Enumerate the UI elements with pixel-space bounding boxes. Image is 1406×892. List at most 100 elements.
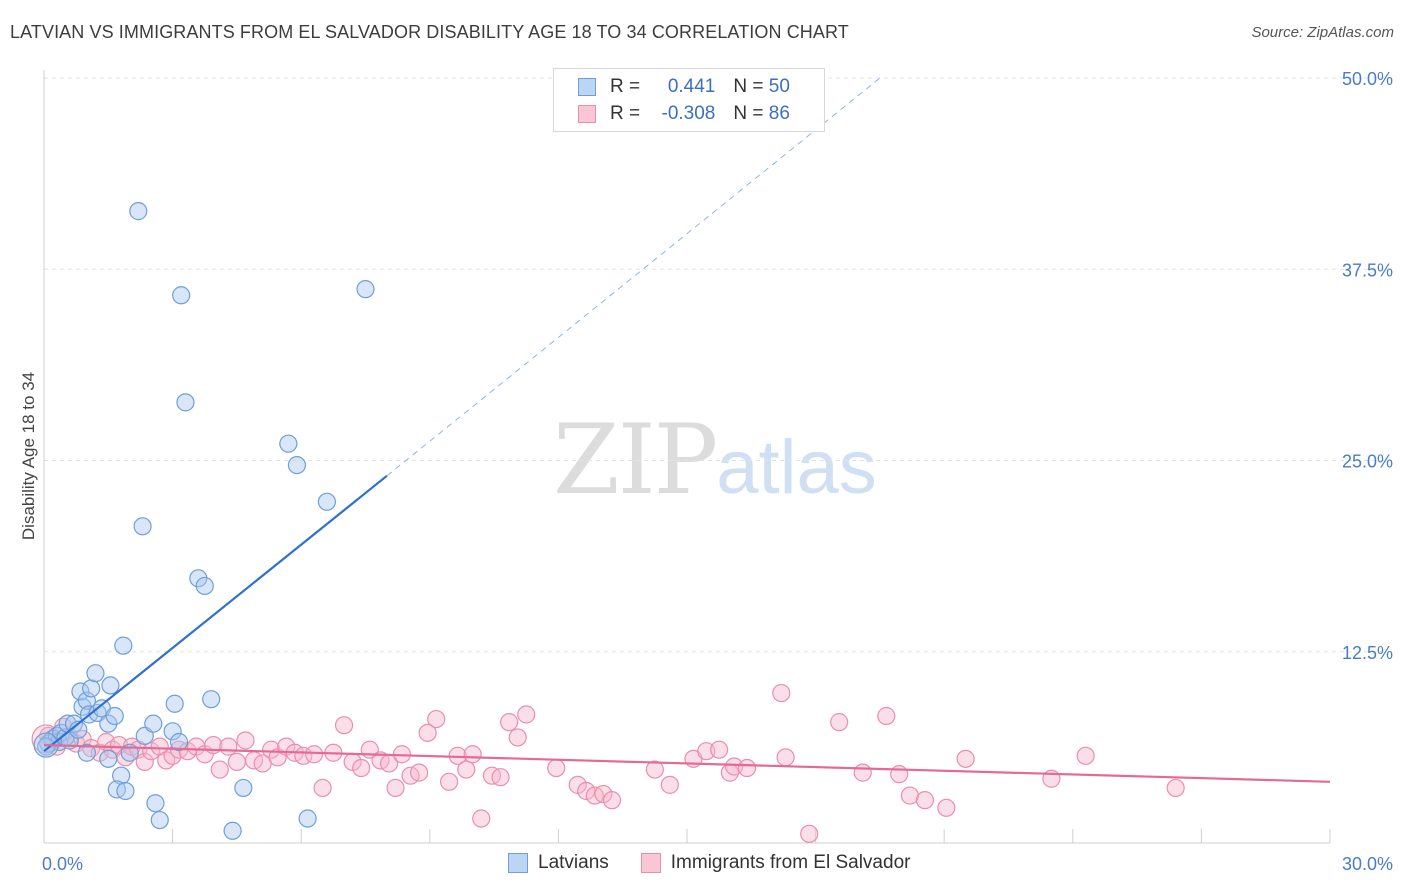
latvian-point bbox=[150, 810, 169, 830]
latvian-point bbox=[234, 778, 253, 798]
latvian-point bbox=[298, 809, 317, 828]
y-tick-label: 12.5% bbox=[1342, 643, 1393, 663]
latvian-point bbox=[144, 714, 163, 733]
latvian-point bbox=[287, 455, 307, 475]
salvador-point bbox=[500, 713, 519, 732]
y-tick-label: 25.0% bbox=[1342, 452, 1393, 472]
latvians-swatch bbox=[578, 78, 596, 96]
latvians-trend-extension bbox=[386, 77, 881, 477]
latvian-point bbox=[165, 694, 184, 713]
salvador-point bbox=[418, 723, 437, 742]
latvians-n-value: 50 bbox=[768, 76, 790, 97]
salvador-point bbox=[491, 768, 510, 787]
salvador-swatch bbox=[578, 105, 596, 123]
series-legend: Latvians Immigrants from El Salvador bbox=[508, 852, 942, 874]
latvian-point bbox=[71, 682, 90, 701]
salvador-point bbox=[1166, 778, 1185, 798]
salvador-point bbox=[517, 705, 536, 724]
salvador-point bbox=[956, 749, 975, 768]
legend-latvians-label: Latvians bbox=[538, 852, 609, 873]
latvian-point bbox=[279, 434, 298, 453]
latvian-point bbox=[202, 690, 221, 709]
salvador-point bbox=[830, 713, 849, 732]
salvador-point bbox=[547, 758, 566, 778]
correlation-legend: R = 0.441 N = 50 R = -0.308 N = 86 bbox=[553, 68, 825, 132]
salvador-point bbox=[645, 760, 664, 779]
latvian-point bbox=[114, 636, 133, 655]
salvador-point bbox=[772, 683, 791, 703]
salvador-point bbox=[334, 716, 354, 735]
salvador-point bbox=[227, 752, 246, 772]
salvador-point bbox=[800, 824, 819, 843]
grid-lines bbox=[44, 77, 1392, 653]
chart-title: LATVIAN VS IMMIGRANTS FROM EL SALVADOR D… bbox=[10, 22, 849, 42]
salvador-r-label: R = bbox=[610, 103, 646, 124]
latvian-point bbox=[116, 781, 135, 801]
salvador-point bbox=[157, 751, 176, 770]
salvador-trend-line bbox=[43, 743, 1331, 783]
latvians-n-label: N = bbox=[733, 76, 769, 97]
legend-item-salvador: Immigrants from El Salvador bbox=[640, 852, 911, 874]
salvador-point bbox=[1076, 746, 1095, 765]
salvador-points bbox=[31, 683, 1185, 843]
salvador-point bbox=[409, 763, 429, 782]
salvador-point bbox=[915, 791, 935, 810]
latvians-trend-line bbox=[43, 474, 388, 753]
latvian-point bbox=[146, 794, 165, 813]
y-tick-label: 50.0% bbox=[1342, 69, 1393, 89]
salvador-point bbox=[386, 778, 405, 798]
y-axis-label: Disability Age 18 to 34 bbox=[19, 372, 38, 540]
salvador-point bbox=[776, 748, 795, 767]
legend-salvador-label: Immigrants from El Salvador bbox=[670, 852, 911, 873]
latvian-point bbox=[37, 737, 56, 756]
latvian-point bbox=[176, 393, 195, 412]
latvian-point bbox=[101, 676, 120, 695]
salvador-point bbox=[210, 760, 229, 779]
legend-row-latvians: R = 0.441 N = 50 bbox=[578, 74, 790, 100]
latvians-r-value: 0.441 bbox=[667, 76, 716, 97]
latvian-point bbox=[105, 706, 124, 726]
tick-labels: 12.5% 25.0% 37.5% 50.0% 0.0% 30.0% bbox=[42, 69, 1393, 874]
salvador-point bbox=[900, 786, 920, 805]
salvador-point bbox=[508, 728, 527, 747]
salvador-point bbox=[602, 791, 622, 810]
latvian-point bbox=[163, 722, 182, 741]
salvador-point bbox=[937, 798, 956, 817]
salvador-point bbox=[710, 740, 729, 759]
latvian-point bbox=[86, 664, 105, 683]
legend-row-salvador: R = -0.308 N = 86 bbox=[578, 101, 790, 127]
salvador-point bbox=[219, 737, 238, 756]
latvian-point bbox=[133, 517, 152, 536]
salvador-n-value: 86 bbox=[768, 103, 790, 124]
latvian-point bbox=[356, 280, 375, 299]
salvador-point bbox=[737, 758, 757, 778]
latvian-point bbox=[169, 732, 189, 752]
latvian-point bbox=[82, 679, 101, 698]
x-tick-label: 30.0% bbox=[1342, 854, 1393, 874]
y-tick-label: 37.5% bbox=[1342, 260, 1393, 280]
latvian-point bbox=[317, 492, 337, 511]
source-label: Source: ZipAtlas.com bbox=[1251, 24, 1394, 41]
salvador-point bbox=[577, 781, 596, 801]
trend-lines bbox=[43, 77, 1331, 783]
salvador-point bbox=[890, 765, 909, 784]
axes bbox=[43, 70, 1331, 844]
salvador-point bbox=[427, 709, 446, 729]
salvador-n-label: N = bbox=[733, 103, 769, 124]
latvian-point bbox=[99, 749, 118, 768]
salvador-point bbox=[660, 775, 679, 794]
salvador-point bbox=[352, 758, 371, 778]
salvador-point bbox=[313, 778, 332, 798]
salvador-point bbox=[877, 706, 896, 726]
salvador-point bbox=[236, 731, 255, 750]
legend-item-latvians: Latvians bbox=[508, 852, 609, 874]
legend-salvador-swatch bbox=[640, 853, 661, 873]
salvador-point bbox=[853, 763, 872, 782]
latvian-point bbox=[195, 576, 214, 596]
x-tick-label: 0.0% bbox=[42, 854, 83, 874]
watermark-atlas: atlas bbox=[716, 425, 877, 510]
latvian-point bbox=[77, 743, 96, 762]
legend-latvians-swatch bbox=[508, 853, 528, 873]
salvador-point bbox=[135, 752, 154, 772]
